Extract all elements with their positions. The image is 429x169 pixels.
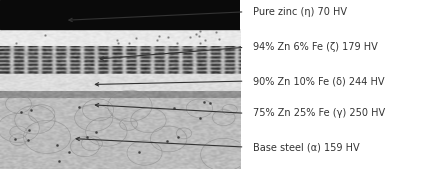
Text: 75% Zn 25% Fe (γ) 250 HV: 75% Zn 25% Fe (γ) 250 HV <box>253 108 385 118</box>
Bar <box>0 0 240 29</box>
Text: 90% Zn 10% Fe (δ) 244 HV: 90% Zn 10% Fe (δ) 244 HV <box>253 76 385 86</box>
Text: Pure zinc (η) 70 HV: Pure zinc (η) 70 HV <box>253 7 347 17</box>
Text: 94% Zn 6% Fe (ζ) 179 HV: 94% Zn 6% Fe (ζ) 179 HV <box>253 42 378 52</box>
Text: Base steel (α) 159 HV: Base steel (α) 159 HV <box>253 142 360 152</box>
